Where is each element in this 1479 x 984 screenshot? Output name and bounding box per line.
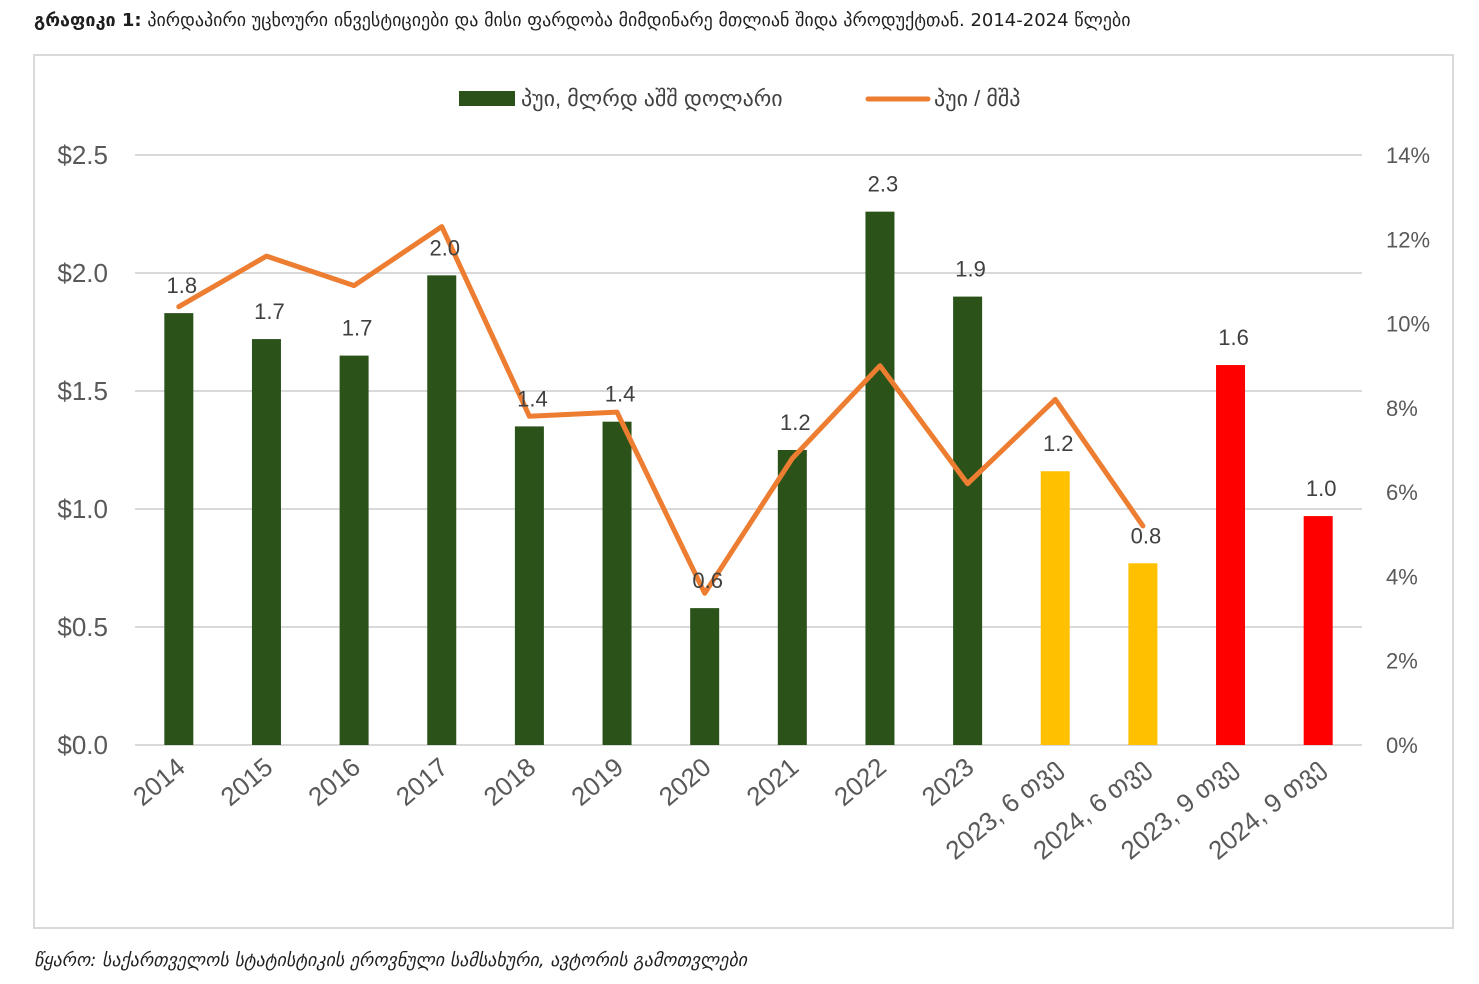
y-right-tick-label: 6%: [1386, 480, 1418, 505]
y-left-tick-label: $0.5: [57, 612, 108, 642]
y-right-tick-label: 0%: [1386, 733, 1418, 758]
y-left-tick-label: $2.0: [57, 258, 108, 288]
bar: [690, 608, 720, 745]
bar-data-label: 1.9: [955, 257, 986, 282]
bar: [1216, 365, 1246, 745]
bar-data-label: 1.8: [167, 273, 198, 298]
bar-data-label: 1.2: [1043, 431, 1074, 456]
bar: [953, 296, 983, 745]
bar: [339, 355, 369, 745]
y-left-tick-label: $2.5: [57, 140, 108, 170]
bar-data-label: 1.2: [780, 410, 811, 435]
bar: [1128, 563, 1158, 745]
bar-data-label: 1.7: [342, 316, 373, 341]
bar: [514, 426, 544, 745]
bar: [251, 339, 281, 745]
bar: [865, 211, 895, 745]
x-tick-label: 2017: [390, 752, 454, 812]
x-tick-label: 2021: [741, 752, 805, 812]
y-left-tick-label: $1.0: [57, 494, 108, 524]
x-tick-label: 2015: [215, 752, 279, 812]
caption-text: პირდაპირი უცხოური ინვესტიციები და მისი ფ…: [147, 10, 1131, 31]
legend-line-label: პუი / მშპ: [934, 86, 1020, 112]
bar-data-label: 1.4: [517, 386, 548, 411]
bar: [602, 421, 632, 745]
x-tick-label: 2016: [302, 752, 366, 812]
bar: [777, 450, 807, 745]
x-tick-label: 2018: [478, 752, 542, 812]
bar-data-label: 1.6: [1218, 325, 1249, 350]
bar-data-label: 1.0: [1306, 476, 1337, 501]
x-tick-label: 2020: [653, 752, 717, 812]
y-right-tick-label: 4%: [1386, 564, 1418, 589]
chart-caption: გრაფიკი 1: პირდაპირი უცხოური ინვესტიციებ…: [34, 10, 1131, 31]
bar-data-label: 0.8: [1131, 523, 1162, 548]
x-tick-label: 2023: [916, 752, 980, 812]
bar: [427, 275, 457, 745]
y-left-tick-label: $1.5: [57, 376, 108, 406]
bar: [1303, 516, 1333, 745]
legend-bar-swatch: [459, 91, 515, 106]
y-right-tick-label: 2%: [1386, 649, 1418, 674]
chart-frame: [33, 54, 1454, 929]
bar: [1040, 471, 1070, 745]
y-left-tick-label: $0.0: [57, 730, 108, 760]
source-note: წყარო: საქართველოს სტატისტიკის ეროვნული …: [34, 950, 748, 971]
x-tick-label: 2022: [828, 752, 892, 812]
x-tick-label: 2019: [565, 752, 629, 812]
bar-data-label: 1.7: [254, 299, 285, 324]
y-right-tick-label: 12%: [1386, 227, 1430, 252]
bar-data-label: 2.3: [868, 172, 899, 197]
caption-label: გრაფიკი 1:: [34, 10, 142, 31]
y-right-tick-label: 10%: [1386, 312, 1430, 337]
bar-data-label: 1.4: [605, 382, 636, 407]
bar-data-label: 2.0: [429, 235, 460, 260]
bar: [164, 313, 194, 745]
y-right-tick-label: 8%: [1386, 396, 1418, 421]
x-tick-label: 2014: [127, 752, 191, 812]
legend-bar-label: პუი, მლრდ აშშ დოლარი: [521, 86, 783, 112]
ratio-line: [176, 224, 1146, 596]
y-right-tick-label: 14%: [1386, 143, 1430, 168]
bar-data-label: 0.6: [692, 568, 723, 593]
